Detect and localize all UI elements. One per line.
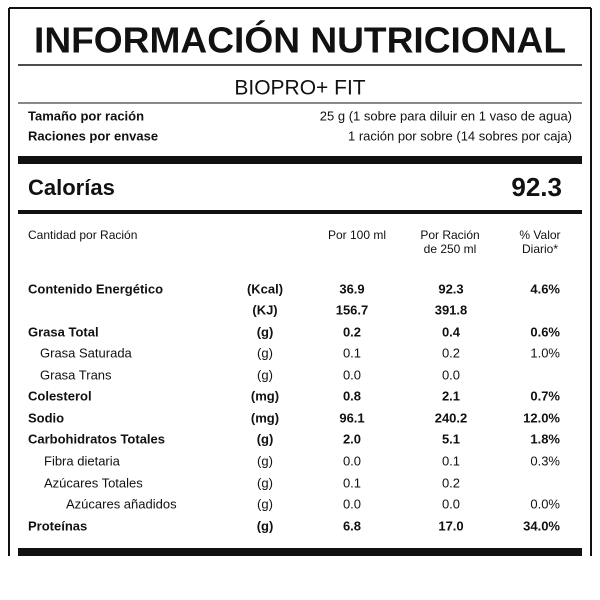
per-serving-value: 0.4: [442, 324, 461, 339]
serving-value: 25 g (1 sobre para diluir en 1 vaso de a…: [320, 108, 572, 123]
serving-label: Tamaño por ración: [28, 108, 144, 123]
calories-value: 92.3: [511, 172, 562, 202]
per-serving-value: 391.8: [435, 302, 468, 317]
row-label: Grasa Total: [28, 324, 99, 339]
row-label: Azúcares Totales: [44, 475, 143, 490]
per-serving-value: 5.1: [442, 431, 460, 446]
row-label: Sodio: [28, 410, 64, 425]
per-serving-value: 2.1: [442, 388, 460, 403]
serving-label: Raciones por envase: [28, 128, 158, 143]
row-unit: (g): [257, 518, 274, 533]
row-label: Carbohidratos Totales: [28, 431, 165, 446]
row-unit: (mg): [251, 410, 279, 425]
divider: [18, 210, 582, 214]
daily-value: 1.8%: [530, 431, 560, 446]
per-serving-value: 240.2: [435, 410, 468, 425]
row-label: Grasa Saturada: [40, 345, 133, 360]
row-unit: (Kcal): [247, 281, 283, 296]
per-serving-value: 0.0: [442, 496, 460, 511]
per-serving-value: 0.2: [442, 475, 460, 490]
column-header: Cantidad por Ración: [28, 228, 137, 242]
per-100-value: 0.0: [343, 496, 361, 511]
column-header: Por Ración: [420, 228, 479, 242]
row-unit: (g): [257, 496, 273, 511]
per-100-value: 0.1: [343, 475, 361, 490]
daily-value: 1.0%: [530, 345, 560, 360]
row-unit: (g): [257, 324, 274, 339]
per-100-value: 0.1: [343, 345, 361, 360]
daily-value: 34.0%: [523, 518, 560, 533]
daily-value: 0.0%: [530, 496, 560, 511]
per-serving-value: 0.1: [442, 453, 460, 468]
title: INFORMACIÓN NUTRICIONAL: [34, 19, 566, 61]
per-100-value: 0.0: [343, 453, 361, 468]
row-unit: (g): [257, 453, 273, 468]
row-unit: (mg): [251, 388, 279, 403]
daily-value: 12.0%: [523, 410, 560, 425]
row-label: Azúcares añadidos: [66, 496, 177, 511]
thick-divider: [18, 156, 582, 164]
per-100-value: 0.0: [343, 367, 361, 382]
column-header: Por 100 ml: [328, 228, 386, 242]
row-unit: (g): [257, 431, 274, 446]
row-label: Proteínas: [28, 518, 87, 533]
calories-label: Calorías: [28, 175, 115, 200]
row-label: Fibra dietaria: [44, 453, 121, 468]
thick-divider: [18, 548, 582, 556]
per-100-value: 0.8: [343, 388, 361, 403]
per-100-value: 36.9: [339, 281, 364, 296]
column-header: Diario*: [522, 242, 558, 256]
per-100-value: 96.1: [339, 410, 364, 425]
row-label: Colesterol: [28, 388, 92, 403]
row-unit: (g): [257, 475, 273, 490]
row-label: Grasa Trans: [40, 367, 112, 382]
column-header: de 250 ml: [424, 242, 477, 256]
per-serving-value: 17.0: [438, 518, 463, 533]
per-serving-value: 0.2: [442, 345, 460, 360]
column-header: % Valor: [519, 228, 560, 242]
daily-value: 4.6%: [530, 281, 560, 296]
row-label: Contenido Energético: [28, 281, 163, 296]
daily-value: 0.3%: [530, 453, 560, 468]
row-unit: (KJ): [252, 302, 277, 317]
per-serving-value: 0.0: [442, 367, 460, 382]
per-serving-value: 92.3: [438, 281, 463, 296]
per-100-value: 6.8: [343, 518, 361, 533]
product-name: BIOPRO+ FIT: [234, 77, 365, 100]
per-100-value: 156.7: [336, 302, 369, 317]
daily-value: 0.7%: [530, 388, 560, 403]
row-unit: (g): [257, 345, 273, 360]
serving-value: 1 ración por sobre (14 sobres por caja): [348, 128, 572, 143]
per-100-value: 0.2: [343, 324, 361, 339]
per-100-value: 2.0: [343, 431, 361, 446]
row-unit: (g): [257, 367, 273, 382]
daily-value: 0.6%: [530, 324, 560, 339]
